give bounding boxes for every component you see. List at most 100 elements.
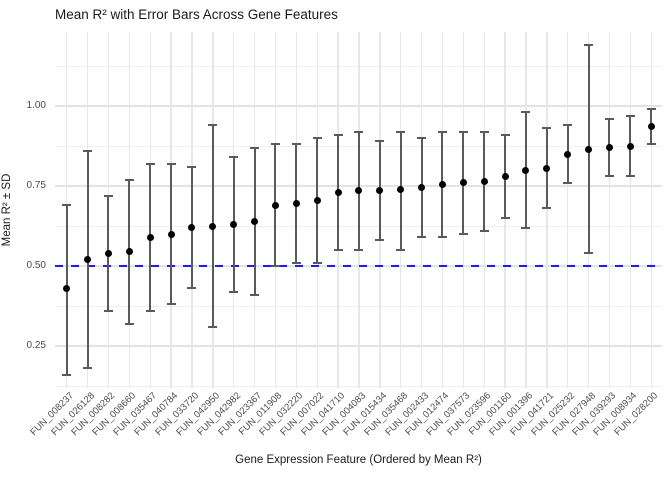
data-point [355, 187, 363, 195]
data-point [647, 123, 655, 131]
data-point [167, 230, 175, 238]
vertical-gridline [629, 32, 632, 388]
data-point [376, 187, 384, 195]
y-tick-label: 0.75 [26, 180, 46, 191]
data-point [104, 249, 112, 257]
data-point [251, 217, 259, 225]
error-bar-cap-bottom [625, 175, 635, 178]
data-point [626, 142, 634, 150]
error-bar-cap-bottom [646, 143, 656, 146]
data-point [564, 150, 572, 158]
error-bar-cap-top [500, 133, 510, 136]
error-bar-cap-top [187, 165, 197, 168]
error-bar-cap-top [83, 149, 93, 152]
error-bar-cap-top [229, 156, 239, 159]
data-point [334, 188, 342, 196]
y-tick-label: 1.00 [26, 100, 46, 111]
vertical-gridline [546, 32, 548, 388]
data-point [480, 177, 488, 185]
data-point [418, 184, 426, 192]
error-bar-cap-top [291, 143, 301, 146]
vertical-gridline [567, 32, 569, 388]
error-bar-cap-bottom [229, 290, 239, 293]
error-bar-cap-top [396, 130, 406, 133]
error-bar-cap-top [312, 137, 322, 139]
error-bar-cap-bottom [145, 309, 155, 312]
plot-panel [55, 32, 662, 388]
error-bar-cap-bottom [250, 293, 260, 296]
error-bar-cap-top [646, 108, 656, 111]
error-bar-cap-top [417, 137, 427, 139]
error-bar-cap-bottom [479, 229, 489, 232]
error-bar-cap-bottom [208, 325, 218, 328]
error-bar-cap-bottom [103, 309, 113, 312]
error-bar-cap-bottom [584, 252, 594, 255]
error-bar-cap-top [354, 130, 364, 133]
error-bar-cap-top [375, 140, 385, 143]
error-bar-cap-bottom [563, 181, 573, 184]
data-point [605, 144, 613, 152]
vertical-gridline [608, 32, 611, 388]
error-bar-cap-top [333, 133, 343, 136]
error-bar-cap-top [563, 124, 573, 127]
error-bar-cap-top [145, 162, 155, 165]
error-bar-cap-top [625, 114, 635, 117]
error-bar-cap-top [270, 143, 280, 146]
error-bar-cap-top [62, 204, 72, 207]
data-point [292, 200, 300, 208]
error-bar-cap-top [458, 130, 468, 133]
data-point [438, 180, 446, 188]
data-point [188, 224, 196, 232]
error-bar-cap-top [542, 127, 552, 130]
error-bar-cap-top [208, 124, 218, 127]
error-bar-cap-bottom [458, 233, 468, 235]
data-point [397, 185, 405, 193]
data-point [209, 222, 217, 230]
data-point [230, 220, 238, 228]
error-bar-cap-top [521, 111, 531, 114]
error-bar-cap-bottom [270, 265, 280, 267]
data-point [313, 196, 321, 204]
data-point [522, 166, 530, 174]
error-bar-cap-bottom [354, 249, 364, 251]
x-axis-title: Gene Expression Feature (Ordered by Mean… [235, 454, 482, 466]
data-point [271, 201, 279, 209]
error-bar-cap-bottom [62, 373, 72, 376]
error-bar-cap-bottom [375, 239, 385, 242]
data-point [84, 256, 92, 264]
vertical-gridline [650, 32, 652, 388]
chart-title: Mean R² with Error Bars Across Gene Feat… [55, 7, 338, 22]
error-bar-cap-bottom [83, 367, 93, 370]
error-bar-cap-top [250, 146, 260, 149]
data-point [125, 248, 133, 256]
error-bar-cap-bottom [312, 261, 322, 264]
data-point [459, 179, 467, 187]
y-tick-label: 0.50 [26, 260, 46, 271]
error-bar-cap-bottom [604, 175, 614, 178]
error-bar-cap-bottom [166, 303, 176, 306]
error-bar-cap-top [479, 130, 489, 133]
error-bar-cap-bottom [417, 236, 427, 239]
error-bar-cap-bottom [124, 322, 134, 325]
error-bar-cap-top [437, 130, 447, 133]
error-bar-cap-top [166, 162, 176, 165]
error-bar-cap-top [103, 194, 113, 197]
error-bar-cap-bottom [521, 226, 531, 229]
error-bar-cap-top [604, 117, 614, 120]
error-bar-cap-bottom [187, 287, 197, 290]
reference-line [55, 265, 662, 267]
data-point [146, 233, 154, 241]
error-bar-cap-bottom [396, 249, 406, 251]
data-point [63, 284, 71, 292]
data-point [501, 172, 509, 180]
error-bar-cap-bottom [291, 261, 301, 264]
data-point [585, 145, 593, 153]
error-bar-cap-bottom [333, 249, 343, 251]
data-point [543, 164, 551, 172]
error-bar-cap-bottom [437, 236, 447, 239]
error-bar-cap-top [124, 178, 134, 181]
error-bar-cap-bottom [500, 217, 510, 219]
error-bar-cap-bottom [542, 207, 552, 210]
error-bar-cap-top [584, 44, 594, 47]
